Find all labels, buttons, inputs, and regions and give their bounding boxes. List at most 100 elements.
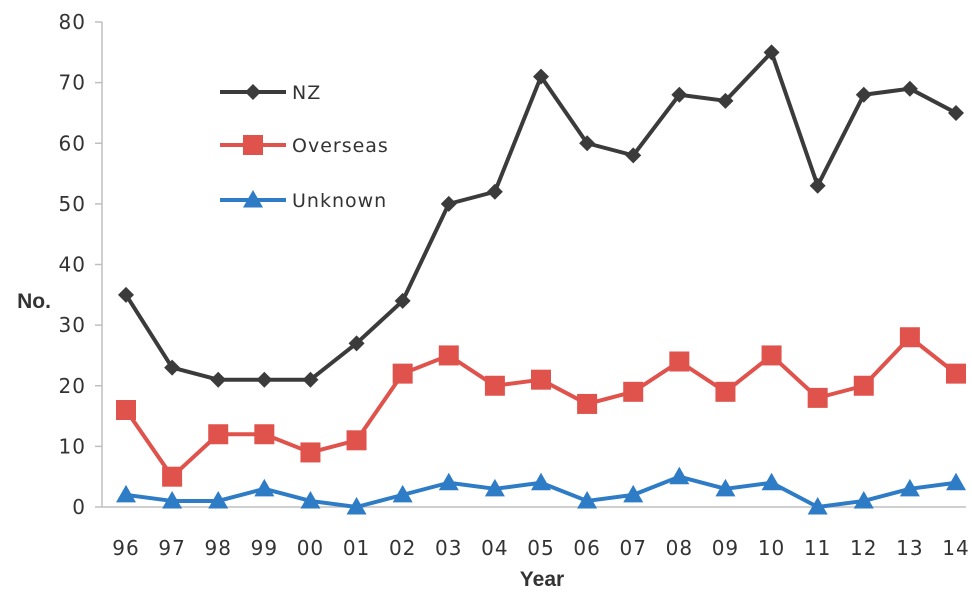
data-point-nz xyxy=(348,335,365,352)
legend: NZ Overseas Unknown xyxy=(220,82,389,212)
legend-entry-overseas: Overseas xyxy=(220,135,389,157)
data-point-nz xyxy=(671,86,688,103)
data-point-unknown xyxy=(577,490,598,509)
data-point-nz xyxy=(440,195,457,212)
data-point-unknown xyxy=(623,484,644,503)
x-tick-label: 03 xyxy=(435,536,462,560)
series-line-nz xyxy=(124,50,957,382)
data-point-unknown xyxy=(761,472,782,491)
x-tick-label: 02 xyxy=(389,536,416,560)
data-point-nz xyxy=(486,183,503,200)
data-point-overseas xyxy=(807,387,828,408)
x-tick-label: 00 xyxy=(297,536,324,560)
data-point-nz xyxy=(579,135,596,152)
data-point-unknown xyxy=(208,490,229,509)
data-point-overseas xyxy=(484,375,505,396)
data-point-overseas xyxy=(300,442,321,463)
x-tick-label: 01 xyxy=(343,536,370,560)
data-point-overseas xyxy=(162,466,183,487)
y-tick-label: 60 xyxy=(59,131,86,155)
data-point-overseas xyxy=(669,351,690,372)
data-point-unknown xyxy=(300,490,321,509)
y-tick-label: 10 xyxy=(59,434,86,458)
legend-marker-overseas xyxy=(243,135,263,155)
x-tick-label: 09 xyxy=(712,536,739,560)
legend-entry-nz: NZ xyxy=(220,82,321,104)
x-tick-label: 04 xyxy=(481,536,508,560)
y-tick-label: 70 xyxy=(59,71,86,95)
data-point-unknown xyxy=(715,478,736,497)
y-tick-label: 0 xyxy=(72,495,86,519)
y-tick-label: 30 xyxy=(59,313,86,337)
legend-label-nz: NZ xyxy=(292,82,321,104)
x-tick-label: 05 xyxy=(527,536,554,560)
legend-label-unknown: Unknown xyxy=(292,190,387,212)
data-point-unknown xyxy=(116,484,136,503)
legend-marker-shape xyxy=(245,84,261,100)
data-point-unknown xyxy=(853,490,874,509)
series-overseas xyxy=(116,327,966,487)
data-point-unknown xyxy=(807,497,828,515)
x-tick-label: 98 xyxy=(204,536,231,560)
x-tick-label: 10 xyxy=(758,536,785,560)
data-point-nz xyxy=(118,286,134,303)
x-tick-label: 99 xyxy=(251,536,278,560)
x-tick-label: 11 xyxy=(804,536,831,560)
x-tick-label: 12 xyxy=(850,536,877,560)
legend-marker-shape xyxy=(243,190,263,208)
data-point-unknown xyxy=(162,490,183,509)
legend-label-overseas: Overseas xyxy=(292,135,389,157)
data-point-unknown xyxy=(484,478,505,497)
data-point-nz xyxy=(717,92,734,109)
data-point-overseas xyxy=(623,381,644,402)
y-tick-label: 40 xyxy=(59,253,86,277)
x-tick-label: 07 xyxy=(619,536,646,560)
data-point-overseas xyxy=(254,424,275,445)
y-axis-ticks: 0 10 20 30 40 50 60 70 80 xyxy=(59,10,102,519)
data-point-nz xyxy=(533,68,549,85)
x-tick-label: 96 xyxy=(112,536,139,560)
data-point-nz xyxy=(394,292,411,309)
data-point-overseas xyxy=(392,363,413,384)
legend-marker-unknown xyxy=(243,190,263,208)
x-tick-label: 13 xyxy=(896,536,923,560)
data-point-unknown xyxy=(899,478,920,497)
x-tick-label: 14 xyxy=(942,536,969,560)
y-tick-label: 20 xyxy=(59,374,86,398)
data-point-nz xyxy=(302,371,319,388)
x-axis-ticks: 96 97 98 99 00 01 02 03 04 05 06 07 08 09 10 11 12 13 14 xyxy=(112,536,969,560)
data-point-unknown xyxy=(392,484,413,503)
data-point-nz xyxy=(763,44,780,61)
series-nz xyxy=(118,44,964,388)
data-point-overseas xyxy=(715,381,736,402)
data-point-nz xyxy=(948,104,964,121)
x-axis-label: Year xyxy=(520,568,564,591)
data-point-nz xyxy=(256,371,273,388)
data-point-unknown xyxy=(346,497,367,515)
x-tick-label: 08 xyxy=(666,536,693,560)
legend-entry-unknown: Unknown xyxy=(220,190,387,212)
data-point-overseas xyxy=(577,393,598,414)
y-tick-label: 80 xyxy=(59,10,86,34)
data-point-overseas xyxy=(899,327,920,348)
data-point-nz xyxy=(855,86,872,103)
data-point-overseas xyxy=(531,369,551,390)
y-tick-label: 50 xyxy=(59,192,86,216)
x-tick-label: 06 xyxy=(573,536,600,560)
data-point-overseas xyxy=(761,345,782,366)
data-point-unknown xyxy=(254,478,275,497)
series-group xyxy=(116,44,966,515)
data-point-overseas xyxy=(208,424,229,445)
data-point-nz xyxy=(210,371,227,388)
data-point-overseas xyxy=(946,363,966,384)
series-line-overseas xyxy=(124,335,958,479)
data-point-nz xyxy=(625,147,642,164)
legend-marker-shape xyxy=(243,135,263,155)
data-point-overseas xyxy=(346,430,367,451)
data-point-overseas xyxy=(853,375,874,396)
data-point-unknown xyxy=(531,472,551,491)
data-point-nz xyxy=(901,80,918,97)
data-point-unknown xyxy=(946,472,966,491)
data-point-overseas xyxy=(438,345,459,366)
